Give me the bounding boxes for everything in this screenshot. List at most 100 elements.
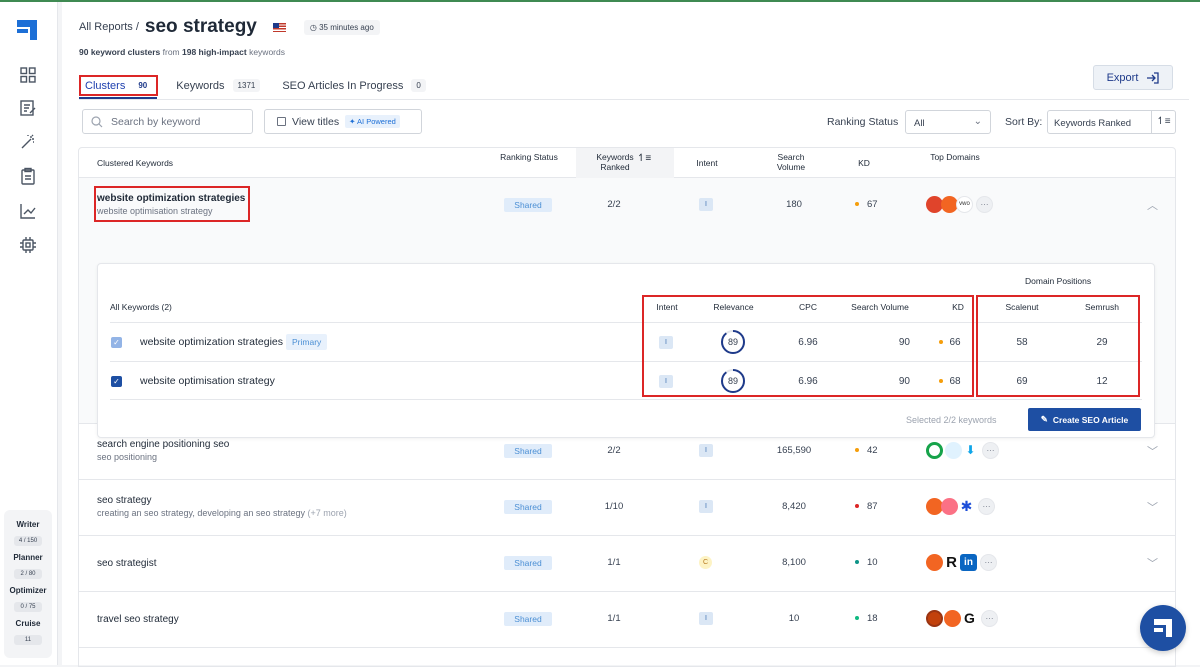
create-seo-article-button[interactable]: ✎ Create SEO Article [1028, 408, 1141, 431]
col-keywords-ranked[interactable]: Keywords Ranked [596, 152, 634, 172]
tab-keywords[interactable]: Keywords 1371 [172, 75, 264, 96]
kd-dot [939, 340, 944, 345]
chart-icon[interactable] [19, 202, 37, 220]
detail-keyword-row[interactable]: ✓ website optimization strategies Primar… [110, 322, 1142, 361]
status-badge: Shared [504, 556, 552, 570]
vwo-logo-icon[interactable]: vwo [956, 196, 973, 213]
more-subkeywords[interactable]: (+7 more) [307, 508, 347, 518]
domain-logo-icon[interactable] [945, 442, 962, 459]
domain-logo-icon[interactable] [926, 610, 943, 627]
clock-icon: ◷ [309, 22, 320, 32]
expand-chevron-icon[interactable]: ﹀ [1147, 446, 1158, 458]
cluster-keyword[interactable]: search engine positioning seo [97, 439, 230, 450]
more-domains-button[interactable]: ··· [980, 554, 997, 571]
more-domains-button[interactable]: ··· [981, 610, 998, 627]
col-search-volume[interactable]: Search Volume [776, 152, 806, 172]
sort-icon[interactable]: ↿≡ [637, 153, 652, 164]
breadcrumb-all-reports[interactable]: All Reports / [79, 21, 139, 33]
sort-order-button[interactable]: ↿≡ [1152, 110, 1176, 134]
domain-logo-icon[interactable] [926, 498, 943, 515]
page-title: seo strategy [144, 16, 257, 37]
cluster-keyword[interactable]: seo strategy [97, 495, 152, 506]
export-icon [1147, 71, 1160, 84]
linkedin-icon[interactable]: in [960, 554, 977, 571]
domain-logo-icon[interactable] [926, 554, 943, 571]
detail-col-scalenut: Scalenut [1005, 302, 1039, 312]
more-domains-button[interactable]: ··· [976, 196, 993, 213]
keyword-checkbox[interactable]: ✓ [111, 337, 122, 348]
cluster-keyword[interactable]: travel seo strategy [97, 614, 179, 625]
tab-seo-articles[interactable]: SEO Articles In Progress 0 [278, 75, 430, 96]
download-logo-icon[interactable]: ⬇ [965, 443, 976, 457]
ai-badge-label: AI Powered [357, 117, 396, 126]
table-row[interactable]: seo strategist Shared 1/1 C 8,100 10 R i… [79, 536, 1175, 592]
search-placeholder: Search by keyword [111, 115, 201, 128]
tabs-divider [79, 99, 1189, 100]
kd-dot [855, 616, 859, 621]
semrush-position: 29 [1096, 337, 1108, 348]
tab-label: Keywords [176, 79, 225, 92]
clipboard-icon[interactable] [19, 167, 37, 185]
intent-badge: I [699, 500, 713, 513]
col-kd[interactable]: KD [858, 158, 870, 168]
table-row-expanded[interactable]: website optimization strategies website … [79, 178, 1175, 438]
detail-keyword: website optimisation strategy [140, 375, 275, 387]
r-logo-icon[interactable]: R [946, 554, 957, 571]
writer-icon[interactable] [19, 99, 37, 117]
search-volume: 180 [786, 199, 802, 210]
expand-chevron-icon[interactable]: ﹀ [1147, 558, 1158, 570]
more-domains-button[interactable]: ··· [978, 498, 995, 515]
col-top-domains: Top Domains [930, 152, 980, 162]
tab-clusters[interactable]: Clusters 90 [79, 75, 159, 96]
usage-label: Cruise [15, 619, 41, 628]
search-volume: 8,100 [782, 557, 806, 568]
chip-icon[interactable] [19, 236, 37, 254]
usage-planner: Planner 2 / 80 [6, 553, 50, 580]
detail-keyword-row[interactable]: ✓ website optimisation strategy I 89 6.9… [110, 361, 1142, 400]
sort-by-select[interactable]: Keywords Ranked [1047, 110, 1152, 134]
tab-count: 0 [411, 79, 426, 92]
search-volume: 10 [788, 613, 800, 624]
domain-logo-icon[interactable] [941, 196, 958, 213]
highlight-box [976, 295, 1140, 397]
magic-wand-icon[interactable] [19, 133, 37, 151]
scalenut-logo[interactable] [17, 20, 37, 40]
kd-number: 10 [867, 557, 878, 568]
col-ranking-status[interactable]: Ranking Status [500, 152, 558, 162]
primary-badge: Primary [286, 334, 328, 350]
dashboard-icon[interactable] [19, 66, 37, 84]
table-row[interactable]: seo strategy creating an seo strategy, d… [79, 480, 1175, 536]
us-flag-icon [272, 22, 286, 32]
ranking-status-label: Ranking Status [827, 116, 899, 128]
search-icon [91, 115, 103, 127]
domain-logo-icon[interactable] [926, 442, 943, 459]
search-input[interactable]: Search by keyword [82, 109, 253, 134]
kd-dot [855, 448, 859, 453]
tab-label: Clusters [85, 79, 126, 92]
asterisk-logo-icon[interactable]: ✱ [960, 498, 973, 514]
table-row[interactable]: search engine positioning seo seo positi… [79, 424, 1175, 480]
expand-chevron-icon[interactable]: ﹀ [1147, 502, 1158, 514]
g-logo-icon[interactable]: G [964, 610, 975, 626]
usage-value: 2 / 80 [14, 569, 42, 579]
domain-logo-icon[interactable] [926, 196, 943, 213]
domain-logo-icon[interactable] [944, 610, 961, 627]
table-row[interactable]: travel seo strategy Shared 1/1 I 10 18 G… [79, 592, 1175, 648]
clusters-table: Clustered Keywords Ranking Status Keywor… [78, 147, 1176, 667]
view-titles-toggle[interactable]: View titles ✦ AI Powered [264, 109, 422, 134]
view-titles-checkbox[interactable] [277, 117, 286, 126]
highlight-box [94, 186, 250, 222]
more-domains-button[interactable]: ··· [982, 442, 999, 459]
help-chat-button[interactable] [1140, 605, 1186, 651]
ranking-status-select[interactable]: All ⌄ [905, 110, 991, 134]
usage-value: 0 / 75 [14, 602, 42, 612]
cluster-keyword[interactable]: seo strategist [97, 558, 157, 569]
subtitle-tail: keywords [246, 47, 285, 57]
keyword-checkbox[interactable]: ✓ [111, 376, 122, 387]
subkeyword-text: creating an seo strategy, developing an … [97, 508, 305, 518]
cluster-keyword[interactable]: website optimization strategies [97, 193, 246, 204]
domain-logo-icon[interactable] [941, 498, 958, 515]
active-tab-indicator [79, 97, 157, 99]
export-button[interactable]: Export [1093, 65, 1173, 90]
collapse-chevron-icon[interactable]: ︿ [1147, 200, 1158, 212]
